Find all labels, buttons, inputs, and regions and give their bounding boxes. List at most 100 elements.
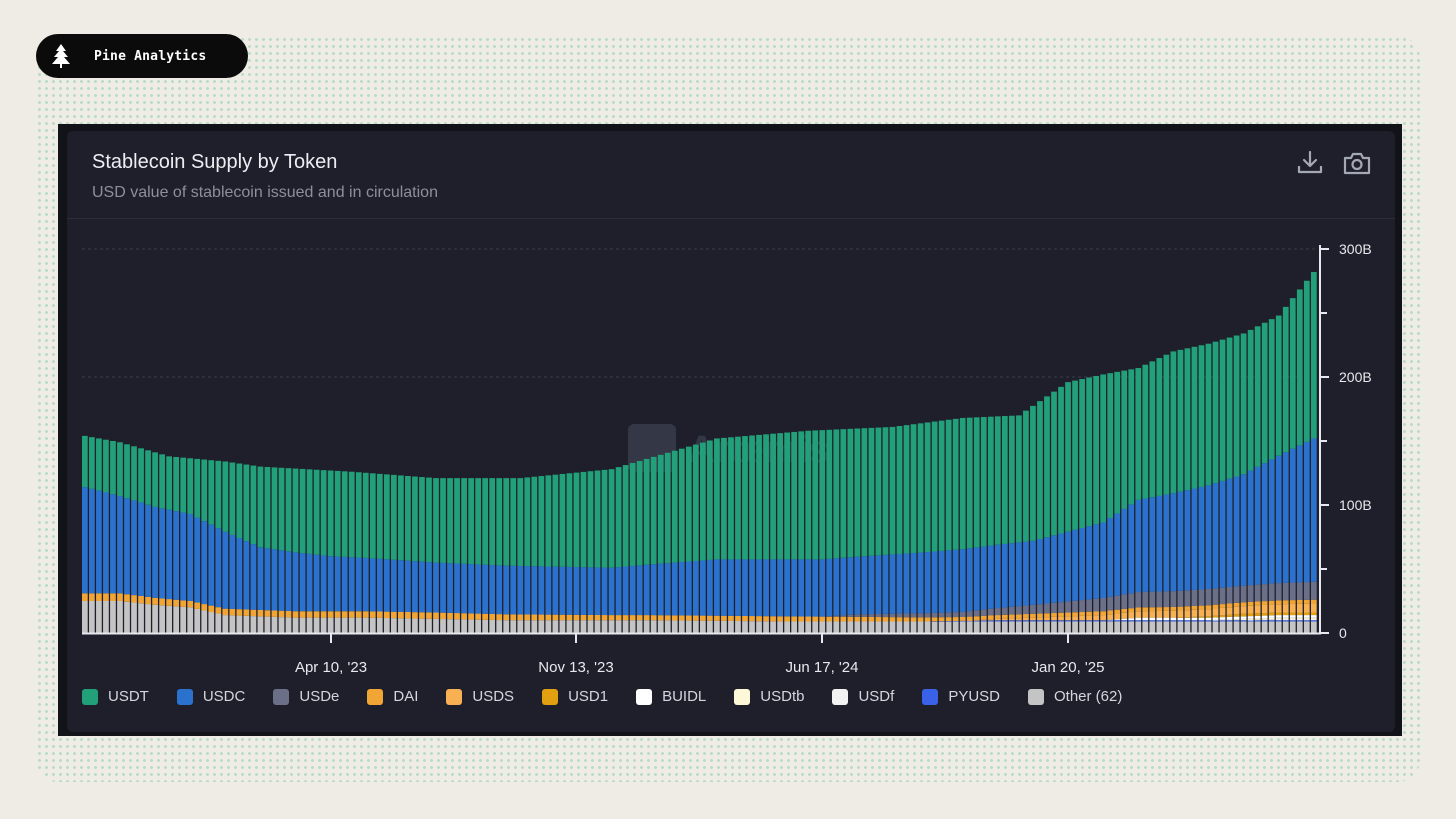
- bar-column: [840, 429, 847, 633]
- bar-segment-usds: [1191, 609, 1198, 617]
- bar-column: [1191, 346, 1198, 633]
- legend-item[interactable]: USDS: [446, 688, 514, 705]
- bar-segment-usds: [1058, 616, 1064, 621]
- bar-segment-other-62-: [271, 616, 278, 633]
- bar-column: [250, 465, 257, 633]
- camera-icon[interactable]: [1342, 148, 1372, 178]
- legend-item[interactable]: DAI: [367, 688, 418, 705]
- bar-segment-usdc: [271, 549, 278, 611]
- legend-swatch: [734, 688, 751, 705]
- bar-segment-other-62-: [398, 618, 404, 633]
- legend-item[interactable]: USDC: [176, 688, 245, 705]
- bar-segment-dai: [1254, 601, 1261, 606]
- bar-segment-usdc: [840, 557, 847, 616]
- legend-label: USDe: [299, 688, 340, 705]
- bar-segment-usds: [1149, 611, 1156, 618]
- bar-segment-usds: [1121, 612, 1128, 619]
- bar-segment-other-62-: [945, 621, 952, 633]
- bar-segment-dai: [215, 607, 222, 614]
- bar-segment-usdc: [468, 564, 474, 614]
- bar-segment-usds: [1023, 617, 1029, 621]
- bar-segment-usdf: [1296, 618, 1303, 621]
- bar-segment-usdt: [657, 454, 664, 564]
- legend-item[interactable]: BUIDL: [636, 688, 706, 705]
- bar-segment-usdc: [763, 559, 769, 617]
- bar-segment-usdc: [643, 564, 650, 616]
- x-tick-label: Apr 10, '23: [295, 659, 367, 676]
- bar-segment-usdt: [278, 467, 285, 551]
- bar-segment-other-62-: [1261, 621, 1268, 633]
- bar-segment-usds: [1100, 615, 1107, 621]
- bar-segment-dai: [1156, 607, 1163, 611]
- bar-segment-usdf: [1268, 619, 1275, 621]
- bar-segment-usdc: [784, 559, 790, 617]
- bar-segment-dai: [833, 616, 840, 622]
- legend-item[interactable]: USDtb: [734, 688, 804, 705]
- bar-segment-usde: [1303, 582, 1310, 600]
- legend-item[interactable]: USDT: [82, 688, 149, 705]
- bar-segment-usdc: [433, 562, 439, 613]
- legend-item[interactable]: PYUSD: [922, 688, 1000, 705]
- bar-column: [341, 471, 348, 633]
- bar-segment-dai: [622, 615, 629, 621]
- bar-column: [355, 472, 362, 633]
- bar-segment-usdt: [1058, 386, 1064, 534]
- bar-column: [945, 419, 952, 633]
- bar-segment-usde: [903, 613, 910, 618]
- bar-column: [1100, 374, 1107, 633]
- bar-segment-dai: [103, 593, 109, 601]
- legend-item[interactable]: Other (62): [1028, 688, 1122, 705]
- bar-segment-dai: [1149, 607, 1156, 612]
- bar-segment-usdc: [222, 531, 229, 609]
- bar-segment-dai: [1121, 608, 1128, 613]
- bar-segment-usdc: [714, 559, 720, 616]
- bar-segment-other-62-: [96, 601, 102, 633]
- bar-segment-usdtb: [1240, 618, 1247, 621]
- bar-column: [608, 469, 615, 633]
- bar-segment-other-62-: [1156, 621, 1163, 633]
- legend-item[interactable]: USD1: [542, 688, 608, 705]
- bar-segment-usde: [1044, 603, 1050, 614]
- bar-segment-usdc: [1177, 491, 1184, 591]
- bar-segment-pyusd: [973, 620, 980, 622]
- bar-segment-usd1: [1289, 612, 1296, 616]
- bar-segment-dai: [721, 615, 727, 621]
- bar-segment-other-62-: [980, 621, 987, 633]
- bar-segment-dai: [1226, 603, 1233, 608]
- bar-segment-usdc: [678, 562, 685, 616]
- bar-segment-dai: [545, 614, 552, 621]
- bar-segment-pyusd: [966, 620, 973, 622]
- bar-segment-usdc: [545, 566, 552, 615]
- bar-segment-usdc: [489, 565, 496, 614]
- legend-item[interactable]: USDf: [832, 688, 894, 705]
- bar-segment-pyusd: [980, 620, 987, 622]
- bar-segment-usdc: [629, 565, 636, 616]
- bar-segment-usds: [1226, 607, 1233, 615]
- bar-column: [201, 459, 208, 633]
- bar-segment-usdt: [124, 444, 130, 499]
- bar-column: [966, 417, 973, 633]
- download-icon[interactable]: [1295, 148, 1325, 178]
- bar-segment-usde: [952, 612, 959, 618]
- bar-segment-usdt: [159, 454, 165, 509]
- bar-segment-usdt: [1191, 346, 1198, 489]
- bar-segment-other-62-: [770, 621, 776, 633]
- bar-segment-usdt: [503, 478, 510, 566]
- bar-segment-usdt: [798, 431, 805, 560]
- legend-item[interactable]: USDe: [273, 688, 339, 705]
- bar-segment-usde: [1219, 587, 1226, 605]
- bar-segment-dai: [222, 608, 229, 616]
- bar-column: [770, 433, 776, 633]
- bar-segment-usde: [1296, 582, 1303, 600]
- bar-segment-usdc: [138, 502, 144, 597]
- chart-gridlines: [82, 248, 1318, 378]
- bar-segment-buidl: [1282, 615, 1289, 618]
- bar-segment-usdt: [973, 417, 980, 548]
- bar-segment-other-62-: [194, 608, 201, 633]
- bar-segment-pyusd: [1212, 620, 1219, 622]
- bar-column: [812, 430, 819, 633]
- bar-column: [369, 473, 376, 633]
- bar-segment-dai: [1135, 607, 1142, 612]
- bar-segment-usdc: [1030, 540, 1036, 605]
- bar-segment-other-62-: [826, 621, 833, 633]
